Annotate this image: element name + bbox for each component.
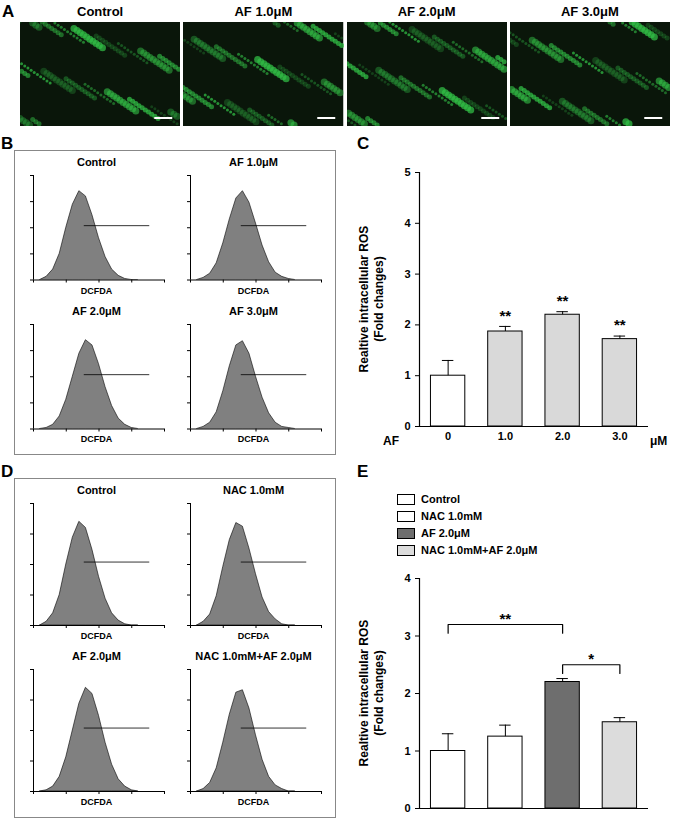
html-text:AF 3.0μM: AF 3.0μM (561, 4, 619, 19)
html-text:NAC 1.0mM+AF 2.0μM: NAC 1.0mM+AF 2.0μM (195, 650, 312, 662)
html-text:AF 1.0μM: AF 1.0μM (234, 4, 293, 19)
html-text:NAC 1.0mM: NAC 1.0mM (421, 510, 483, 522)
html-text:DCFDA: DCFDA (237, 285, 270, 296)
html-text:μM: μM (650, 434, 668, 448)
html-text:A: A (2, 2, 15, 21)
svg-text:0: 0 (404, 420, 410, 432)
html-text:DCFDA: DCFDA (80, 285, 113, 296)
svg-text:3: 3 (404, 630, 410, 642)
html-text:AF 2.0μM: AF 2.0μM (397, 4, 456, 19)
svg-text:2: 2 (404, 318, 410, 330)
svg-text:0: 0 (404, 802, 410, 814)
html-text:(Fold changes): (Fold changes) (372, 256, 386, 342)
svg-text:**: ** (557, 292, 569, 309)
svg-text:2: 2 (404, 687, 410, 699)
html-text:AF 2.0μM: AF 2.0μM (72, 650, 121, 662)
html-text:NAC 1.0mM+AF 2.0μM: NAC 1.0mM+AF 2.0μM (421, 544, 538, 556)
html-text:NAC 1.0mM: NAC 1.0mM (222, 484, 285, 496)
html-text:E: E (357, 462, 369, 481)
html-text:AF: AF (383, 434, 399, 448)
svg-text:**: ** (500, 307, 512, 324)
html-text:AF 1.0μM: AF 1.0μM (229, 156, 278, 168)
html-text:(Fold changes): (Fold changes) (372, 650, 386, 736)
svg-text:4: 4 (404, 572, 411, 584)
svg-text:3: 3 (404, 268, 410, 280)
html-text:D: D (1, 462, 14, 481)
svg-text:4: 4 (404, 217, 411, 229)
svg-text:1: 1 (404, 745, 410, 757)
svg-text:5: 5 (404, 166, 410, 178)
svg-text:**: ** (614, 316, 626, 333)
html-text:Control: Control (421, 493, 461, 505)
html-text:DCFDA: DCFDA (237, 631, 270, 641)
svg-text:**: ** (500, 610, 512, 627)
html-text:DCFDA: DCFDA (237, 434, 270, 444)
svg-text:1: 1 (404, 369, 410, 381)
svg-text:2.0: 2.0 (555, 430, 570, 442)
html-text:Realtive intracellular ROS: Realtive intracellular ROS (357, 619, 371, 767)
html-text:AF 2.0μM: AF 2.0μM (72, 304, 121, 317)
svg-text:1.0: 1.0 (498, 430, 513, 442)
svg-text:*: * (588, 650, 594, 667)
html-text:DCFDA: DCFDA (80, 797, 113, 807)
html-text:C: C (357, 134, 370, 153)
html-text:DCFDA: DCFDA (80, 434, 113, 444)
html-text:Realtive intracellular ROS: Realtive intracellular ROS (357, 225, 371, 373)
html-text:Control: Control (76, 484, 116, 496)
html-text:AF 3.0μM: AF 3.0μM (229, 304, 278, 317)
html-text:Control: Control (77, 4, 124, 19)
html-text:B: B (1, 134, 14, 153)
html-text:Control: Control (76, 156, 116, 168)
svg-text:0: 0 (445, 430, 451, 442)
svg-text:3.0: 3.0 (612, 430, 627, 442)
html-text:DCFDA: DCFDA (237, 797, 270, 807)
html-text:AF 2.0μM: AF 2.0μM (421, 527, 470, 539)
html-text:DCFDA: DCFDA (80, 631, 113, 641)
